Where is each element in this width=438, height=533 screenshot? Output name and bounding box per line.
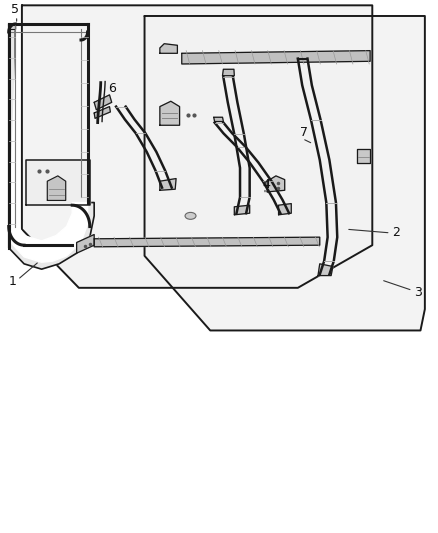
Polygon shape	[160, 44, 177, 53]
Text: 3: 3	[414, 286, 422, 299]
Text: 1: 1	[9, 275, 17, 288]
Polygon shape	[9, 24, 94, 269]
Polygon shape	[357, 149, 370, 163]
Text: 2: 2	[392, 226, 400, 239]
Polygon shape	[94, 107, 110, 118]
Polygon shape	[26, 160, 90, 205]
Polygon shape	[223, 69, 234, 76]
Polygon shape	[160, 101, 180, 125]
Polygon shape	[9, 29, 88, 262]
Polygon shape	[9, 24, 15, 29]
Polygon shape	[279, 204, 291, 215]
Polygon shape	[182, 51, 370, 64]
Ellipse shape	[185, 213, 196, 220]
Text: 6: 6	[109, 82, 117, 95]
Polygon shape	[234, 205, 250, 215]
Text: 7: 7	[300, 126, 308, 139]
Polygon shape	[22, 5, 372, 288]
Polygon shape	[94, 95, 112, 110]
Polygon shape	[160, 179, 176, 190]
Polygon shape	[267, 176, 285, 192]
Polygon shape	[145, 16, 425, 330]
Polygon shape	[77, 235, 94, 253]
Polygon shape	[94, 237, 320, 247]
Text: 4: 4	[262, 177, 270, 191]
Polygon shape	[47, 176, 66, 200]
Text: 5: 5	[11, 3, 19, 17]
Polygon shape	[214, 117, 223, 122]
Polygon shape	[318, 264, 333, 276]
